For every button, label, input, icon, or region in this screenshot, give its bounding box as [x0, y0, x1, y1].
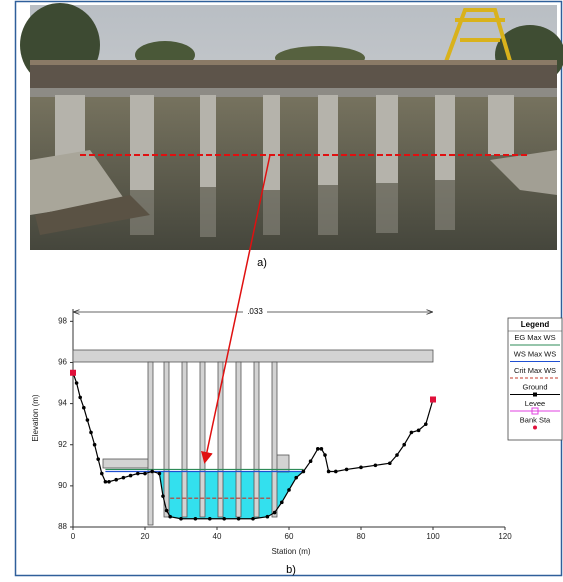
x-tick-label: 60	[285, 532, 294, 541]
ground-point	[96, 457, 100, 461]
legend-label: Bank Sta	[520, 415, 551, 424]
legend-swatch	[533, 393, 537, 397]
ground-point	[294, 476, 298, 480]
ground-point	[158, 472, 162, 476]
bank-station	[430, 396, 436, 402]
y-tick-label: 96	[58, 358, 67, 367]
legend-label: Crit Max WS	[514, 366, 556, 375]
y-axis-title: Elevation (m)	[31, 394, 40, 441]
ground-point	[86, 418, 90, 422]
legend-swatch	[533, 426, 537, 430]
x-tick-label: 120	[498, 532, 512, 541]
ground-point	[417, 429, 421, 433]
ground-point	[100, 472, 104, 476]
plot-area: 0 20 40 60 80 100 120 88 90 92 94 96 98	[58, 309, 512, 541]
ground-point	[129, 474, 133, 478]
ground-point	[424, 422, 428, 426]
ground-point	[194, 517, 198, 521]
ground-point	[359, 466, 363, 470]
ground-point	[150, 470, 154, 474]
ground-point	[179, 517, 183, 521]
ground-point	[89, 431, 93, 435]
ground-point	[316, 447, 320, 451]
ground-point	[237, 517, 241, 521]
ground-point	[78, 396, 82, 400]
ground-point	[114, 478, 118, 482]
annotation: .033	[247, 307, 263, 316]
water-fill	[159, 471, 303, 518]
y-tick-label: 98	[58, 316, 67, 325]
legend: Legend EG Max WS WS Max WS Crit Max WS Grou…	[508, 318, 562, 440]
ground-point	[327, 470, 331, 474]
x-tick-label: 80	[357, 532, 366, 541]
legend-label: Levee	[525, 399, 545, 408]
ground-point	[345, 468, 349, 472]
x-tick-label: 40	[213, 532, 222, 541]
ground-point	[104, 480, 108, 484]
ground-point	[208, 517, 212, 521]
y-tick-label: 94	[58, 399, 67, 408]
ground-point	[165, 509, 169, 513]
y-tick-label: 90	[58, 481, 67, 490]
ground-point	[320, 447, 324, 451]
y-tick-label: 92	[58, 440, 67, 449]
panel-label: a)	[257, 257, 267, 269]
ground-point	[251, 517, 255, 521]
ground-point	[107, 480, 111, 484]
ground-point	[266, 515, 270, 519]
legend-label: EG Max WS	[514, 333, 555, 342]
ground-point	[273, 511, 277, 515]
bank-station	[70, 370, 76, 376]
ground-point	[395, 453, 399, 457]
x-axis-title: Station (m)	[271, 547, 310, 556]
ground-point	[168, 515, 172, 519]
ground-point	[302, 470, 306, 474]
ground-point	[334, 470, 338, 474]
ground-point	[222, 517, 226, 521]
ground-point	[280, 501, 284, 505]
ground-point	[410, 431, 414, 435]
ground-point	[75, 381, 79, 385]
ground-point	[93, 443, 97, 447]
legend-title: Legend	[521, 320, 550, 329]
ground-point	[374, 464, 378, 468]
ground-point	[309, 459, 313, 463]
ground-point	[388, 461, 392, 465]
ground-point	[136, 472, 140, 476]
panel-label: b)	[286, 564, 296, 576]
legend-label: WS Max WS	[514, 349, 557, 358]
ground-point	[323, 453, 327, 457]
x-tick-label: 20	[141, 532, 150, 541]
x-tick-label: 0	[71, 532, 76, 541]
legend-label: Ground	[522, 382, 547, 391]
x-tick-label: 100	[426, 532, 440, 541]
ground-point	[143, 472, 147, 476]
ground-point	[82, 406, 86, 410]
ground-point	[122, 476, 126, 480]
photo	[20, 3, 563, 250]
y-tick-label: 88	[58, 522, 67, 531]
ground-point	[402, 443, 406, 447]
ground-point	[161, 494, 165, 498]
figure: a) b) 0 20 40 60 80 100 120 88 90 92 94 96 98 .033 S…	[0, 0, 563, 577]
ground-point	[287, 488, 291, 492]
